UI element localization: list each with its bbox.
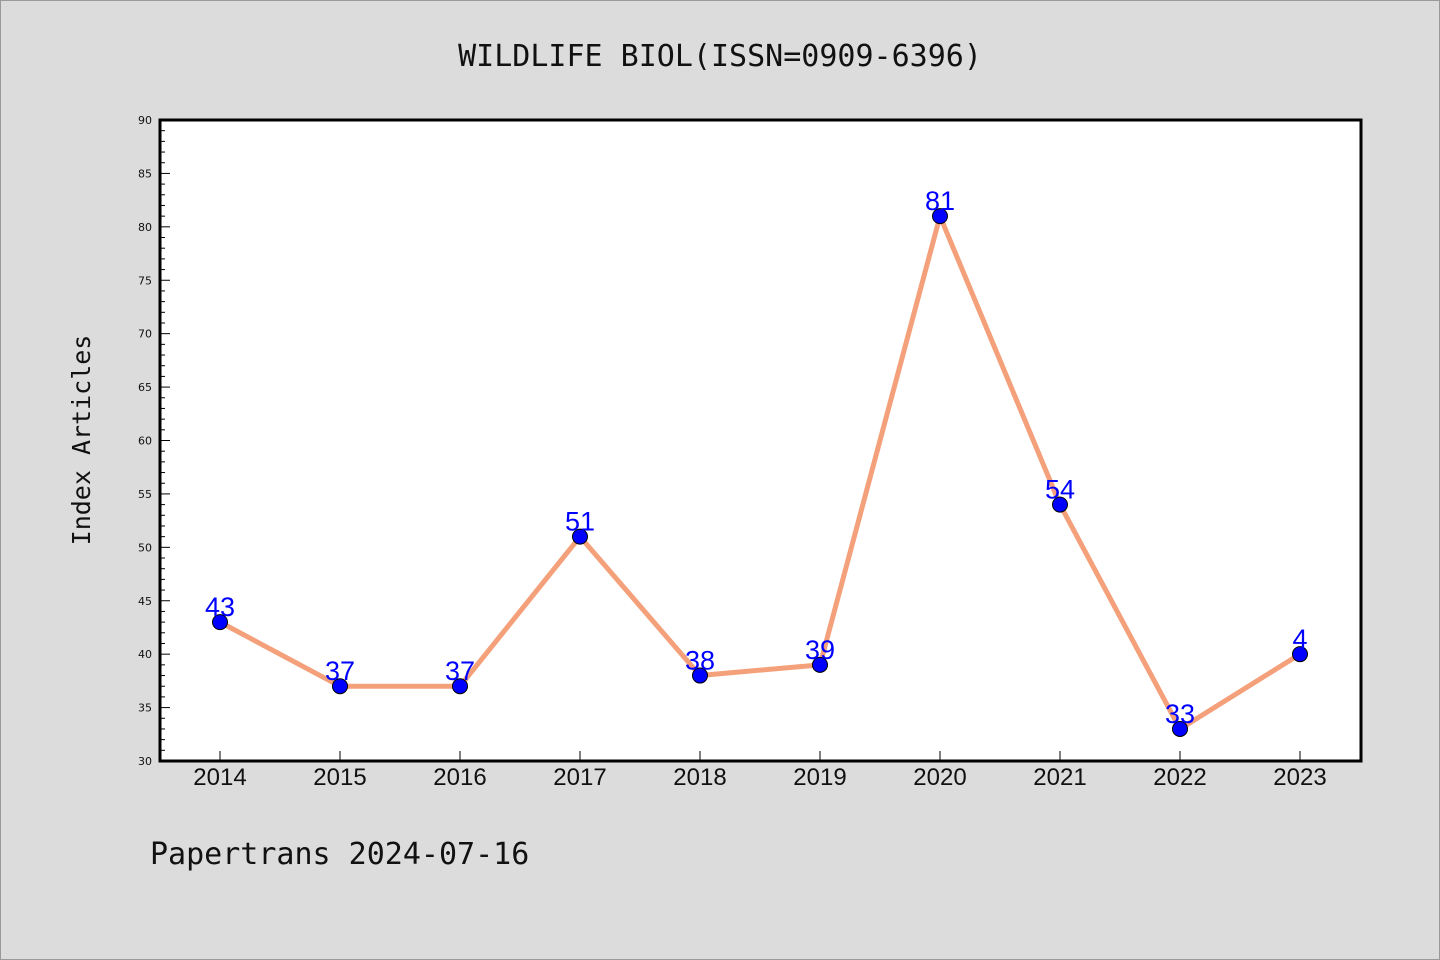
y-tick-label: 80 [138,221,152,234]
y-tick-label: 45 [138,595,152,608]
y-tick-label: 75 [138,274,152,287]
y-tick-label: 50 [138,541,152,554]
data-label: 4 [1292,624,1307,654]
data-label: 54 [1045,475,1075,505]
data-point [1172,720,1188,737]
data-points [212,208,1308,737]
data-label: 38 [685,646,715,676]
data-label: 81 [925,186,955,216]
x-tick-label: 2020 [913,764,966,791]
y-axis: 30 35 40 45 50 55 60 65 70 75 80 85 90 [138,114,170,768]
x-tick-label: 2019 [793,764,846,791]
data-point [452,678,468,695]
data-label: 37 [445,656,475,686]
data-point [332,678,348,695]
x-tick-label: 2021 [1033,764,1086,791]
y-tick-label: 30 [138,755,152,768]
data-label: 33 [1165,699,1195,729]
y-tick-label: 40 [138,648,152,661]
y-tick-label: 35 [138,702,152,715]
data-point [692,667,708,684]
y-axis-label: Index Articles [67,335,96,546]
y-tick-label: 85 [138,167,152,180]
data-label: 51 [565,507,595,537]
data-point [812,656,828,673]
footer-text: Papertrans 2024-07-16 [150,837,529,872]
y-tick-label: 90 [138,114,152,127]
data-point [1052,496,1068,513]
data-point [572,528,588,545]
x-tick-label: 2018 [673,764,726,791]
y-tick-label: 55 [138,488,152,501]
x-tick-label: 2016 [433,764,486,791]
x-tick-label: 2014 [193,764,246,791]
x-tick-label: 2017 [553,764,606,791]
y-tick-label: 65 [138,381,152,394]
data-labels: 43 37 37 51 38 39 81 54 33 4 [205,186,1308,729]
x-tick-label: 2022 [1153,764,1206,791]
plot-area [158,118,1363,763]
x-axis: 2014 2015 2016 2017 2018 2019 2020 2021 2022 2023 [193,751,1327,791]
x-tick-label: 2015 [313,764,366,791]
chart-title: WILDLIFE BIOL(ISSN=0909-6396) [458,39,982,74]
data-point [1292,646,1308,663]
data-point [932,208,948,225]
x-tick-label: 2023 [1273,764,1326,791]
series-line [218,213,1302,732]
y-tick-label: 70 [138,328,152,341]
data-point [212,614,228,631]
data-label: 37 [325,656,355,686]
y-tick-label: 60 [138,435,152,448]
data-label: 43 [205,592,235,622]
data-label: 39 [805,635,835,665]
